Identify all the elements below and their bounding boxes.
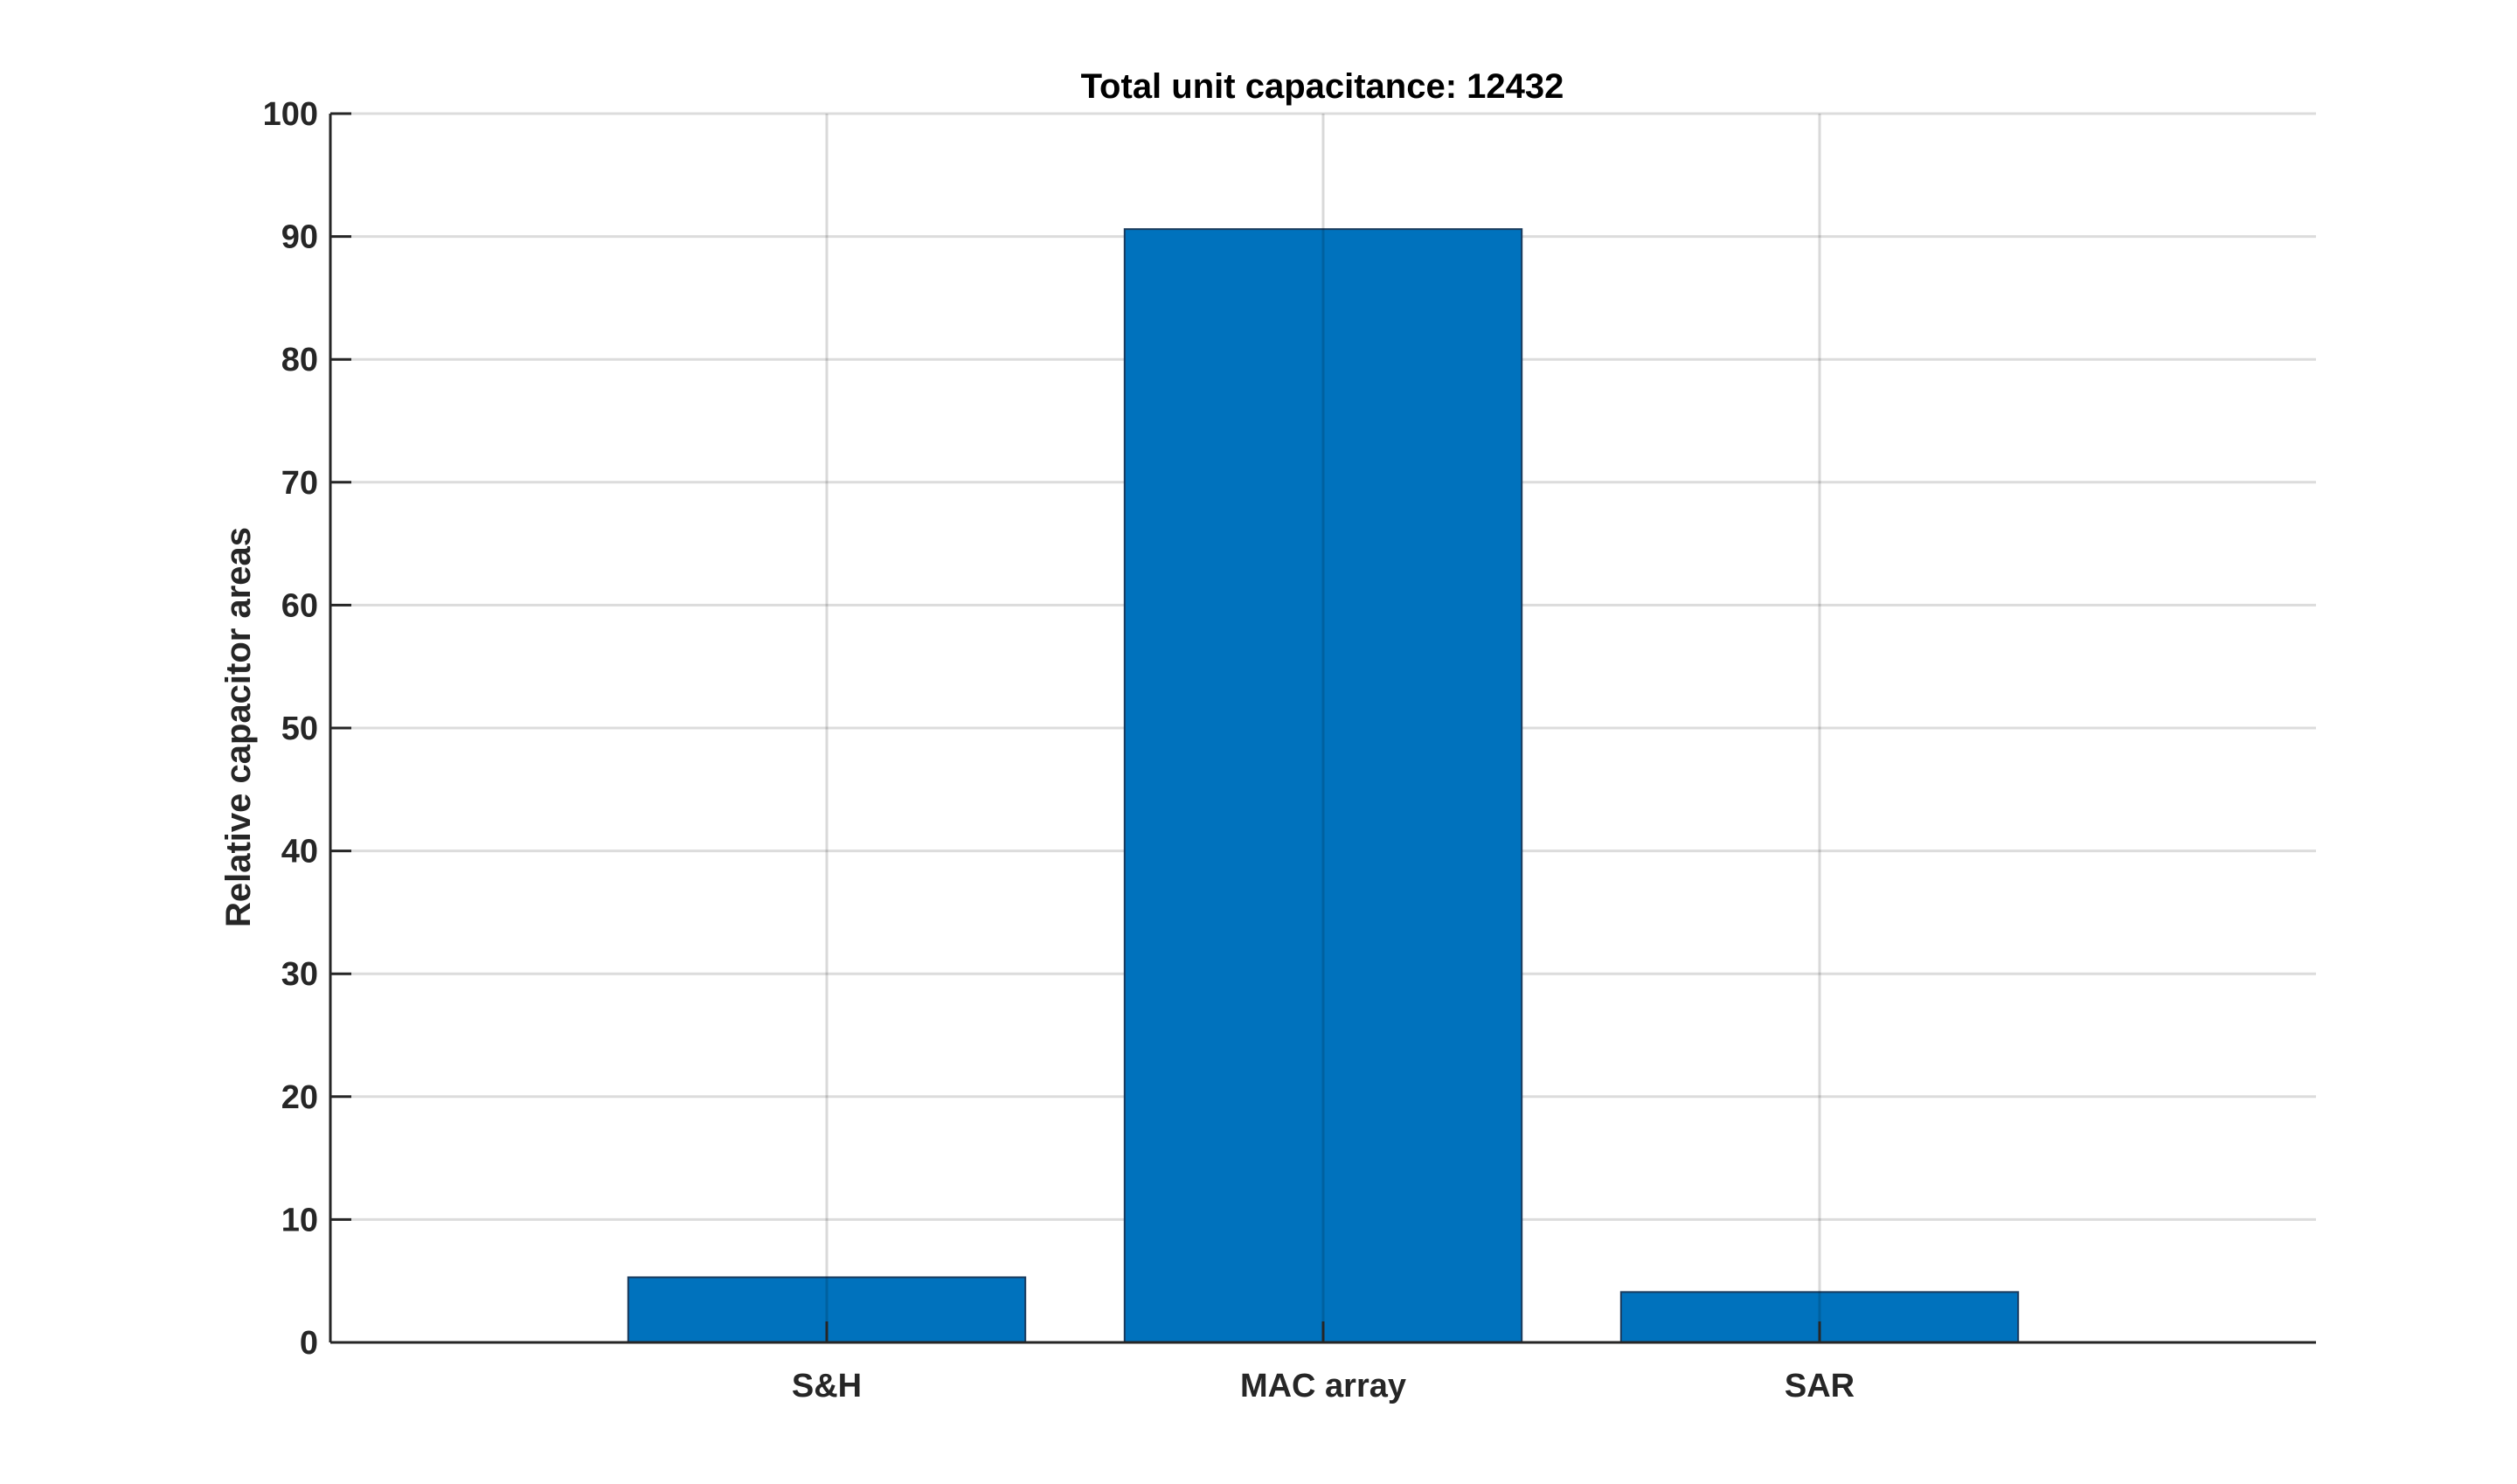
- bar-mac-array: [1123, 228, 1523, 1344]
- bars: [627, 228, 2020, 1344]
- y-tick-label: 30: [281, 956, 318, 993]
- y-tick-label: 100: [263, 96, 318, 133]
- chart-title: Total unit capacitance: 12432: [1081, 67, 1564, 106]
- y-axis-label: Relative capacitor areas: [219, 527, 258, 927]
- x-tick-label: S&H: [792, 1368, 862, 1404]
- y-tick-label: 70: [281, 465, 318, 502]
- axes: [329, 112, 2316, 1344]
- y-tick-label: 60: [281, 587, 318, 624]
- x-tick-label: MAC array: [1240, 1368, 1406, 1404]
- y-tick-label: 90: [281, 219, 318, 256]
- y-tick-label: 20: [281, 1079, 318, 1116]
- x-tick-label: SAR: [1785, 1368, 1855, 1404]
- y-tick-label: 50: [281, 711, 318, 747]
- y-tick-label: 0: [300, 1325, 318, 1362]
- tick-labels: 0 10 20 30 40 50 60 70 80 90 100 S&H MAC array SAR: [263, 96, 1855, 1404]
- y-tick-label: 10: [281, 1202, 318, 1238]
- y-tick-label: 40: [281, 834, 318, 870]
- y-tick-label: 80: [281, 342, 318, 378]
